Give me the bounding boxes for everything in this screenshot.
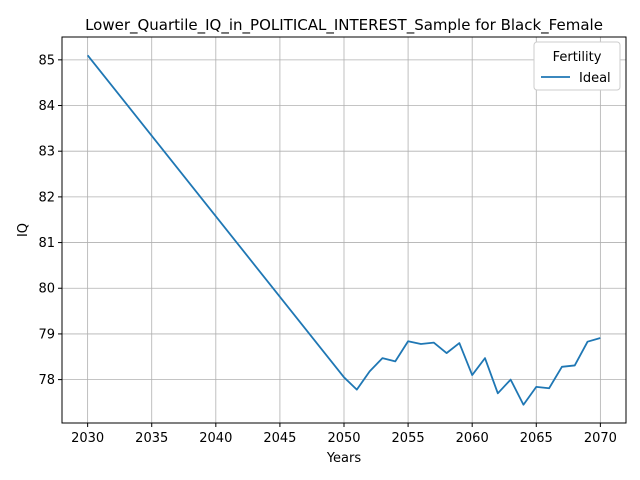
- y-tick-label: 79: [38, 327, 55, 342]
- y-tick-label: 78: [38, 373, 55, 388]
- series-layer: [86, 54, 601, 406]
- y-axis: 78 79 80 81 82 83 84 85: [38, 53, 62, 388]
- y-axis-label: IQ: [16, 223, 31, 237]
- series-line-ideal: [86, 54, 601, 406]
- grid: [62, 37, 626, 423]
- x-tick-label: 2055: [392, 431, 425, 446]
- legend-box: [533, 41, 621, 91]
- x-tick-label: 2030: [71, 431, 104, 446]
- y-tick-label: 82: [38, 190, 55, 205]
- legend: Fertility Ideal: [533, 41, 621, 91]
- x-tick-label: 2035: [135, 431, 168, 446]
- y-tick-label: 83: [38, 145, 55, 160]
- x-tick-label: 2070: [584, 431, 617, 446]
- x-tick-label: 2050: [327, 431, 360, 446]
- y-tick-label: 81: [38, 236, 55, 251]
- chart-title: Lower_Quartile_IQ_in_POLITICAL_INTEREST_…: [85, 16, 603, 35]
- x-tick-label: 2065: [520, 431, 553, 446]
- legend-label-ideal: Ideal: [579, 71, 611, 86]
- x-axis: 2030 2035 2040 2045 2050 2055 2060 2065 2070: [71, 423, 617, 446]
- x-axis-label: Years: [326, 451, 362, 466]
- y-tick-label: 85: [38, 53, 55, 68]
- legend-title: Fertility: [553, 50, 602, 65]
- x-tick-label: 2045: [263, 431, 296, 446]
- y-tick-label: 80: [38, 282, 55, 297]
- x-tick-label: 2060: [456, 431, 489, 446]
- x-tick-label: 2040: [199, 431, 232, 446]
- y-tick-label: 84: [38, 99, 55, 114]
